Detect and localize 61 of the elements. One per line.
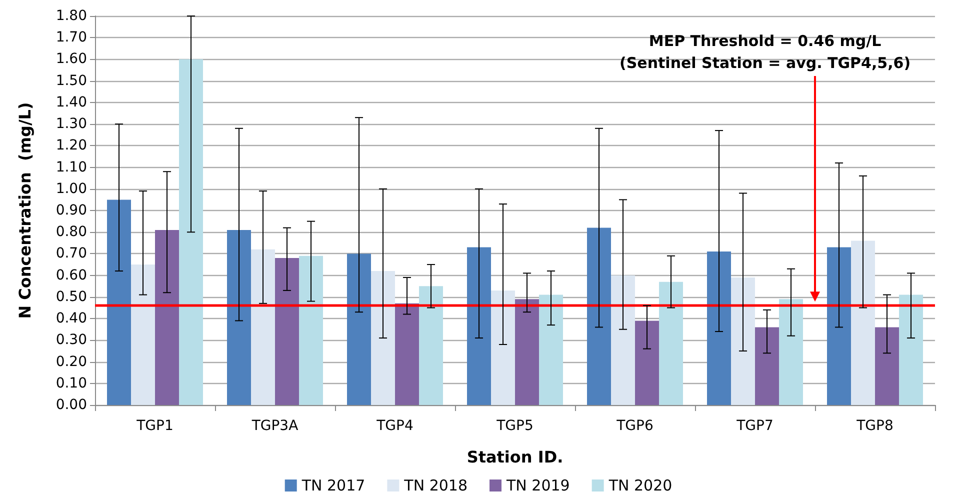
- x-tick-label: TGP5: [496, 418, 534, 434]
- bar: [275, 258, 299, 405]
- bar: [539, 294, 563, 405]
- y-tick-label: 0.70: [56, 246, 87, 262]
- bar: [107, 200, 131, 405]
- y-tick-label: 0.60: [56, 267, 87, 284]
- bar: [611, 275, 635, 405]
- x-tick-label: TGP8: [856, 418, 894, 434]
- bar: [227, 230, 251, 405]
- legend-label: TN 2018: [403, 476, 468, 494]
- legend-label: TN 2020: [608, 476, 672, 494]
- bar: [779, 299, 803, 405]
- bar: [251, 249, 275, 405]
- legend-label: TN 2019: [506, 476, 570, 494]
- y-tick-label: 0.40: [56, 310, 87, 327]
- bar: [515, 299, 539, 405]
- y-tick-label: 0.20: [56, 354, 87, 370]
- bar: [491, 290, 515, 405]
- y-tick-label: 0.90: [56, 202, 87, 218]
- y-tick-label: 0.00: [56, 397, 87, 413]
- y-tick-label: 1.80: [56, 8, 87, 24]
- x-axis-title: Station ID.: [466, 448, 564, 466]
- bar: [827, 247, 851, 405]
- bar: [635, 320, 659, 405]
- y-tick-label: 1.60: [56, 51, 87, 68]
- x-tick-label: TGP7: [736, 418, 774, 434]
- bar: [707, 252, 731, 405]
- y-axis-title: N Concentration (mg/L): [16, 102, 34, 319]
- legend-label: TN 2017: [300, 476, 366, 494]
- bar: [587, 228, 611, 405]
- bar: [899, 294, 923, 405]
- bar: [347, 254, 371, 405]
- y-tick-label: 1.00: [56, 180, 87, 197]
- bar: [131, 264, 155, 405]
- y-tick-label: 0.10: [56, 375, 87, 392]
- x-tick-label: TGP3A: [250, 418, 299, 434]
- y-tick-label: 1.50: [56, 72, 87, 89]
- annotation: MEP Threshold = 0.46 mg/L (Sentinel Station = avg. TGP4,5,6): [620, 31, 911, 74]
- bar: [875, 327, 899, 405]
- bar: [851, 240, 875, 405]
- bar: [155, 230, 179, 405]
- x-tick-label: TGP6: [616, 418, 654, 434]
- bar: [659, 282, 683, 405]
- y-tick-label: 1.20: [56, 138, 87, 154]
- x-tick-label: TGP4: [376, 418, 414, 434]
- bar: [467, 247, 491, 405]
- y-tick-label: 0.50: [56, 288, 87, 305]
- bar: [179, 59, 203, 405]
- bar: [419, 286, 443, 405]
- bar: [395, 303, 419, 405]
- bar: [299, 256, 323, 405]
- y-tick-label: 1.10: [56, 159, 87, 176]
- y-tick-label: 0.30: [56, 332, 87, 348]
- y-tick-label: 0.80: [56, 224, 87, 240]
- y-tick-label: 1.40: [56, 94, 87, 110]
- bar: [731, 277, 755, 405]
- y-tick-label: 1.70: [56, 30, 87, 46]
- bar: [371, 271, 395, 405]
- y-tick-label: 1.30: [56, 116, 87, 132]
- x-tick-label: TGP1: [136, 418, 174, 434]
- bar: [755, 327, 779, 405]
